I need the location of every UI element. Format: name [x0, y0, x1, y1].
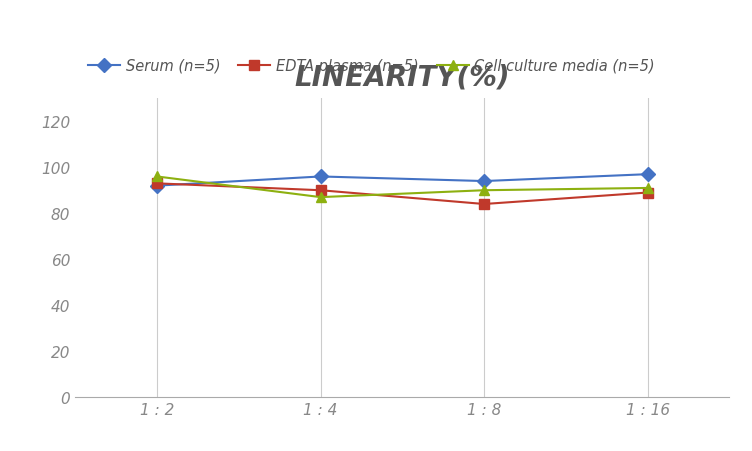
Line: Cell culture media (n=5): Cell culture media (n=5) [152, 172, 653, 202]
Title: LINEARITY(%): LINEARITY(%) [295, 64, 510, 92]
Serum (n=5) [480, 179, 489, 184]
Line: Serum (n=5): Serum (n=5) [152, 170, 653, 191]
EDTA plasma (n=5) [316, 188, 325, 193]
EDTA plasma (n=5) [643, 190, 652, 196]
Serum (n=5) [316, 175, 325, 180]
EDTA plasma (n=5) [153, 181, 162, 187]
Cell culture media (n=5) [480, 188, 489, 193]
Legend: Serum (n=5), EDTA plasma (n=5), Cell culture media (n=5): Serum (n=5), EDTA plasma (n=5), Cell cul… [83, 53, 661, 79]
Line: EDTA plasma (n=5): EDTA plasma (n=5) [152, 179, 653, 209]
Serum (n=5) [153, 184, 162, 189]
Cell culture media (n=5) [153, 175, 162, 180]
Serum (n=5) [643, 172, 652, 178]
EDTA plasma (n=5) [480, 202, 489, 207]
Cell culture media (n=5) [643, 186, 652, 191]
Cell culture media (n=5) [316, 195, 325, 200]
